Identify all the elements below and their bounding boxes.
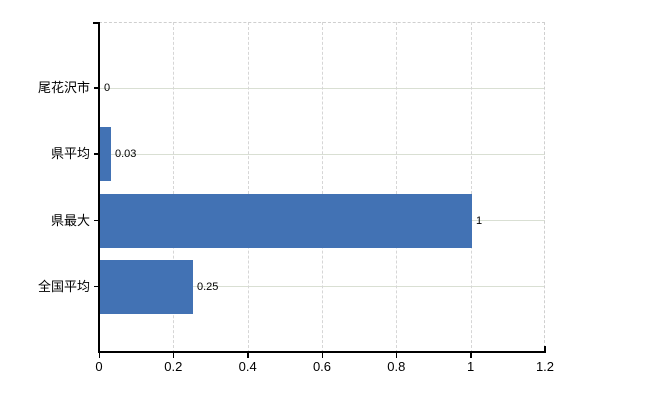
category-label: 県最大 [50, 212, 90, 228]
x-axis-tick [172, 353, 175, 358]
y-axis-end-cap-tick [93, 22, 99, 24]
x-axis-end-cap-tick [544, 346, 546, 352]
gridline-vertical [322, 22, 323, 353]
x-axis-tick [470, 353, 472, 358]
y-axis-tick [94, 285, 99, 288]
y-axis-tick [94, 87, 99, 89]
bar-value-label: 1 [476, 214, 483, 227]
x-axis-line [98, 351, 546, 353]
bar-value-label: 0 [104, 82, 111, 95]
x-axis-tick [395, 353, 398, 358]
y-axis-line [98, 22, 100, 353]
x-axis-tick-label: 0 [95, 359, 103, 374]
x-axis-tick [321, 353, 323, 358]
y-axis-tick [94, 219, 99, 222]
bar [100, 127, 111, 182]
plot-area [99, 22, 545, 353]
bar [100, 193, 472, 248]
x-axis-tick-label: 0.8 [387, 359, 406, 374]
category-label: 全国平均 [37, 278, 90, 294]
x-axis-tick [247, 353, 249, 358]
gridline-vertical [247, 22, 249, 353]
x-axis-tick-label: 1 [467, 359, 475, 374]
gridline-vertical [173, 22, 175, 353]
gridline-vertical [396, 22, 398, 353]
y-axis-tick [94, 153, 99, 155]
x-axis-tick-label: 1.2 [535, 359, 555, 374]
x-axis-tick [98, 353, 100, 358]
category-label: 県平均 [50, 146, 90, 162]
x-axis-tick-label: 0.6 [312, 359, 332, 374]
x-axis-tick-label: 0.4 [238, 359, 257, 374]
bar-value-label: 0.03 [115, 148, 137, 161]
bar-value-label: 0.25 [197, 280, 219, 293]
category-label: 尾花沢市 [37, 80, 90, 96]
x-axis-tick-label: 0.2 [164, 359, 183, 374]
bar [100, 259, 193, 314]
gridline-vertical [470, 22, 472, 353]
